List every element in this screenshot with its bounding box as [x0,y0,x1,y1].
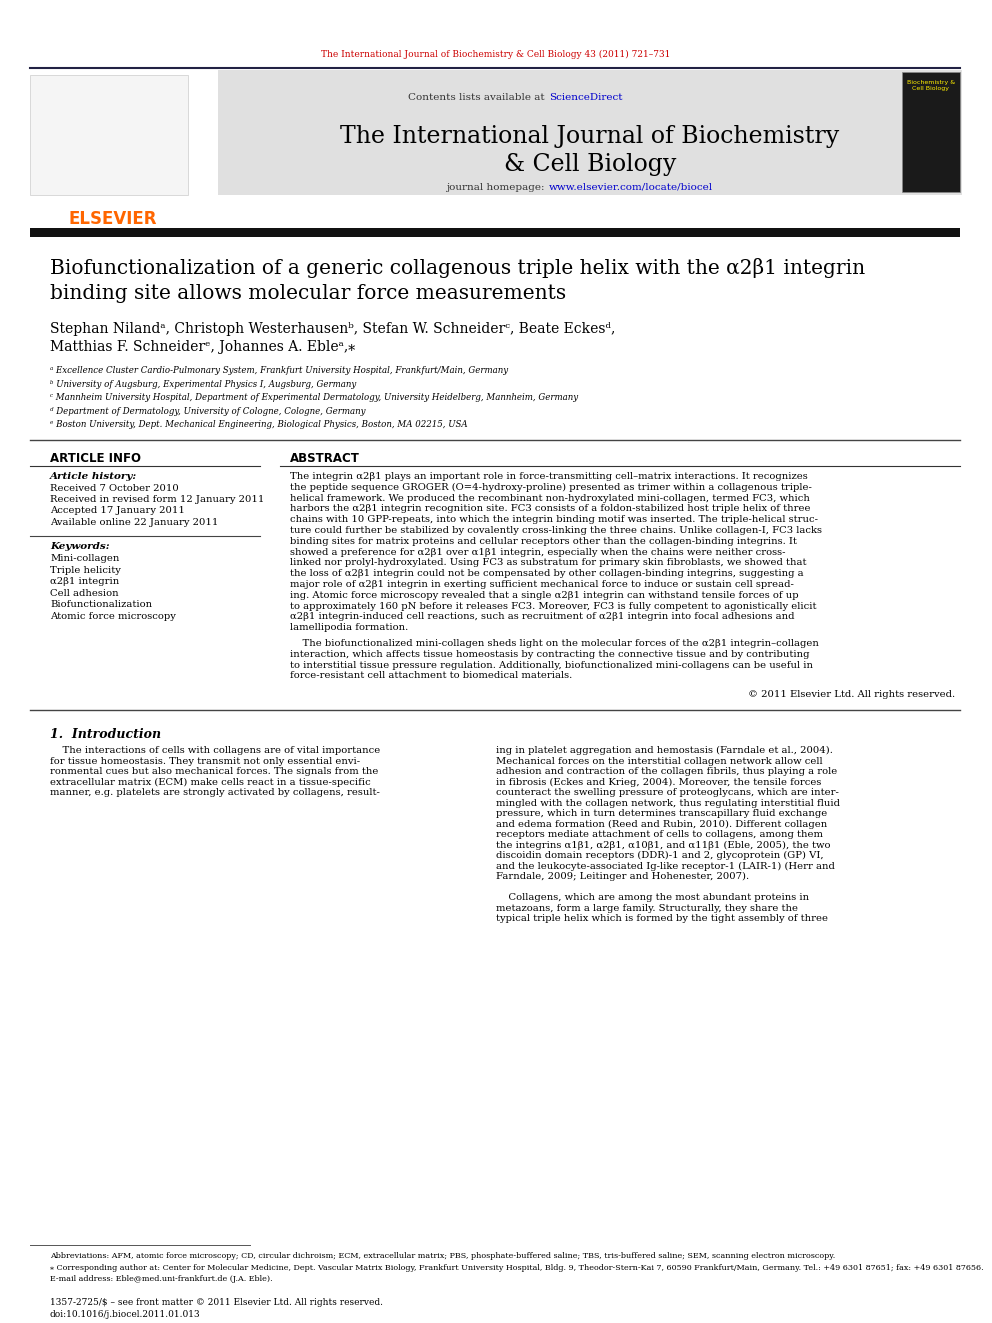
Text: to interstitial tissue pressure regulation. Additionally, biofunctionalized mini: to interstitial tissue pressure regulati… [290,660,813,669]
Text: the peptide sequence GROGER (O=4-hydroxy-proline) presented as trimer within a c: the peptide sequence GROGER (O=4-hydroxy… [290,483,811,492]
Text: www.elsevier.com/locate/biocel: www.elsevier.com/locate/biocel [549,183,713,192]
Text: extracellular matrix (ECM) make cells react in a tissue-specific: extracellular matrix (ECM) make cells re… [50,778,371,787]
Text: adhesion and contraction of the collagen fibrils, thus playing a role: adhesion and contraction of the collagen… [496,767,837,777]
Text: major role of α2β1 integrin in exerting sufficient mechanical force to induce or: major role of α2β1 integrin in exerting … [290,579,794,589]
Text: metazoans, form a large family. Structurally, they share the: metazoans, form a large family. Structur… [496,904,798,913]
Text: ScienceDirect: ScienceDirect [549,93,623,102]
Text: Biofunctionalization: Biofunctionalization [50,601,152,609]
Text: ⁎ Corresponding author at: Center for Molecular Medicine, Dept. Vascular Matrix : ⁎ Corresponding author at: Center for Mo… [50,1263,984,1271]
Text: journal homepage:: journal homepage: [446,183,548,192]
Text: ᵉ Boston University, Dept. Mechanical Engineering, Biological Physics, Boston, M: ᵉ Boston University, Dept. Mechanical En… [50,419,467,429]
Text: harbors the α2β1 integrin recognition site. FC3 consists of a foldon-stabilized : harbors the α2β1 integrin recognition si… [290,504,810,513]
Text: counteract the swelling pressure of proteoglycans, which are inter-: counteract the swelling pressure of prot… [496,789,839,798]
Text: pressure, which in turn determines transcapillary fluid exchange: pressure, which in turn determines trans… [496,810,827,818]
Text: E-mail address: Eble@med.uni-frankfurt.de (J.A. Eble).: E-mail address: Eble@med.uni-frankfurt.d… [50,1275,273,1283]
Text: force-resistant cell attachment to biomedical materials.: force-resistant cell attachment to biome… [290,671,572,680]
Bar [902,71,960,192]
Text: ᵈ Department of Dermatology, University of Cologne, Cologne, Germany: ᵈ Department of Dermatology, University … [50,406,365,415]
Text: Biochemistry &
Cell Biology: Biochemistry & Cell Biology [907,79,955,91]
Text: manner, e.g. platelets are strongly activated by collagens, result-: manner, e.g. platelets are strongly acti… [50,789,380,798]
Text: linked nor prolyl-hydroxylated. Using FC3 as substratum for primary skin fibrobl: linked nor prolyl-hydroxylated. Using FC… [290,558,806,568]
Text: binding site allows molecular force measurements: binding site allows molecular force meas… [50,284,566,303]
Text: Accepted 17 January 2011: Accepted 17 January 2011 [50,507,185,516]
Text: the loss of α2β1 integrin could not be compensated by other collagen-binding int: the loss of α2β1 integrin could not be c… [290,569,804,578]
Text: ELSEVIER: ELSEVIER [68,210,158,228]
Text: Collagens, which are among the most abundant proteins in: Collagens, which are among the most abun… [496,893,809,902]
Text: the integrins α1β1, α2β1, α10β1, and α11β1 (Eble, 2005), the two: the integrins α1β1, α2β1, α10β1, and α11… [496,840,830,849]
Text: binding sites for matrix proteins and cellular receptors other than the collagen: binding sites for matrix proteins and ce… [290,537,797,546]
Text: Contents lists available at: Contents lists available at [408,93,548,102]
Text: ture could further be stabilized by covalently cross-linking the three chains. U: ture could further be stabilized by cova… [290,527,822,534]
Text: Keywords:: Keywords: [50,542,110,550]
Text: helical framework. We produced the recombinant non-hydroxylated mini-collagen, t: helical framework. We produced the recom… [290,493,809,503]
Text: ARTICLE INFO: ARTICLE INFO [50,452,141,464]
Text: Atomic force microscopy: Atomic force microscopy [50,611,176,620]
Text: Cell adhesion: Cell adhesion [50,589,119,598]
Text: chains with 10 GPP-repeats, into which the integrin binding motif was inserted. : chains with 10 GPP-repeats, into which t… [290,515,818,524]
Text: discoidin domain receptors (DDR)-1 and 2, glycoprotein (GP) VI,: discoidin domain receptors (DDR)-1 and 2… [496,851,823,860]
Text: The integrin α2β1 plays an important role in force-transmitting cell–matrix inte: The integrin α2β1 plays an important rol… [290,472,807,482]
Text: ing in platelet aggregation and hemostasis (Farndale et al., 2004).: ing in platelet aggregation and hemostas… [496,746,833,755]
Text: Mechanical forces on the interstitial collagen network allow cell: Mechanical forces on the interstitial co… [496,757,822,766]
Text: mingled with the collagen network, thus regulating interstitial fluid: mingled with the collagen network, thus … [496,799,840,808]
Text: Received 7 October 2010: Received 7 October 2010 [50,484,179,493]
Bar [30,228,960,237]
Text: 1.  Introduction: 1. Introduction [50,728,161,741]
Text: & Cell Biology: & Cell Biology [504,153,677,176]
Text: and the leukocyte-associated Ig-like receptor-1 (LAIR-1) (Herr and: and the leukocyte-associated Ig-like rec… [496,861,835,871]
Text: The interactions of cells with collagens are of vital importance: The interactions of cells with collagens… [50,746,380,755]
Text: ᵇ University of Augsburg, Experimental Physics I, Augsburg, Germany: ᵇ University of Augsburg, Experimental P… [50,380,356,389]
Text: Mini-collagen: Mini-collagen [50,554,119,564]
Text: Article history:: Article history: [50,472,137,482]
Text: in fibrosis (Eckes and Krieg, 2004). Moreover, the tensile forces: in fibrosis (Eckes and Krieg, 2004). Mor… [496,778,821,787]
Text: Triple helicity: Triple helicity [50,565,121,574]
Text: showed a preference for α2β1 over α1β1 integrin, especially when the chains were: showed a preference for α2β1 over α1β1 i… [290,548,786,557]
Text: and edema formation (Reed and Rubin, 2010). Different collagen: and edema formation (Reed and Rubin, 201… [496,820,827,828]
Text: α2β1 integrin-induced cell reactions, such as recruitment of α2β1 integrin into : α2β1 integrin-induced cell reactions, su… [290,613,795,622]
Text: lamellipodia formation.: lamellipodia formation. [290,623,409,632]
Text: The International Journal of Biochemistry: The International Journal of Biochemistr… [340,124,839,148]
Text: Received in revised form 12 January 2011: Received in revised form 12 January 2011 [50,495,265,504]
Text: receptors mediate attachment of cells to collagens, among them: receptors mediate attachment of cells to… [496,831,823,839]
Text: ᶜ Mannheim University Hospital, Department of Experimental Dermatology, Universi: ᶜ Mannheim University Hospital, Departme… [50,393,578,402]
Text: Farndale, 2009; Leitinger and Hohenester, 2007).: Farndale, 2009; Leitinger and Hohenester… [496,872,749,881]
Text: to approximately 160 pN before it releases FC3. Moreover, FC3 is fully competent: to approximately 160 pN before it releas… [290,602,816,611]
Text: α2β1 integrin: α2β1 integrin [50,577,119,586]
Text: for tissue homeostasis. They transmit not only essential envi-: for tissue homeostasis. They transmit no… [50,757,360,766]
Text: Stephan Nilandᵃ, Christoph Westerhausenᵇ, Stefan W. Schneiderᶜ, Beate Eckesᵈ,: Stephan Nilandᵃ, Christoph Westerhausenᵇ… [50,321,615,336]
Text: ABSTRACT: ABSTRACT [290,452,360,464]
Text: typical triple helix which is formed by the tight assembly of three: typical triple helix which is formed by … [496,914,828,923]
Text: ᵃ Excellence Cluster Cardio-Pulmonary System, Frankfurt University Hospital, Fra: ᵃ Excellence Cluster Cardio-Pulmonary Sy… [50,366,508,374]
Text: Abbreviations: AFM, atomic force microscopy; CD, circular dichroism; ECM, extrac: Abbreviations: AFM, atomic force microsc… [50,1252,835,1259]
Text: The biofunctionalized mini-collagen sheds light on the molecular forces of the α: The biofunctionalized mini-collagen shed… [290,639,818,648]
Text: 1357-2725/$ – see front matter © 2011 Elsevier Ltd. All rights reserved.: 1357-2725/$ – see front matter © 2011 El… [50,1298,383,1307]
Bar [30,75,188,194]
Text: ing. Atomic force microscopy revealed that a single α2β1 integrin can withstand : ing. Atomic force microscopy revealed th… [290,591,799,599]
Text: Biofunctionalization of a generic collagenous triple helix with the α2β1 integri: Biofunctionalization of a generic collag… [50,258,865,278]
Text: The International Journal of Biochemistry & Cell Biology 43 (2011) 721–731: The International Journal of Biochemistr… [321,50,671,60]
Text: Matthias F. Schneiderᵉ, Johannes A. Ebleᵃ,⁎: Matthias F. Schneiderᵉ, Johannes A. Eble… [50,340,355,355]
Text: doi:10.1016/j.biocel.2011.01.013: doi:10.1016/j.biocel.2011.01.013 [50,1310,200,1319]
Text: ronmental cues but also mechanical forces. The signals from the: ronmental cues but also mechanical force… [50,767,378,777]
Text: © 2011 Elsevier Ltd. All rights reserved.: © 2011 Elsevier Ltd. All rights reserved… [748,691,955,699]
Text: interaction, which affects tissue homeostasis by contracting the connective tiss: interaction, which affects tissue homeos… [290,650,809,659]
Text: Available online 22 January 2011: Available online 22 January 2011 [50,517,218,527]
Bar [218,70,962,194]
